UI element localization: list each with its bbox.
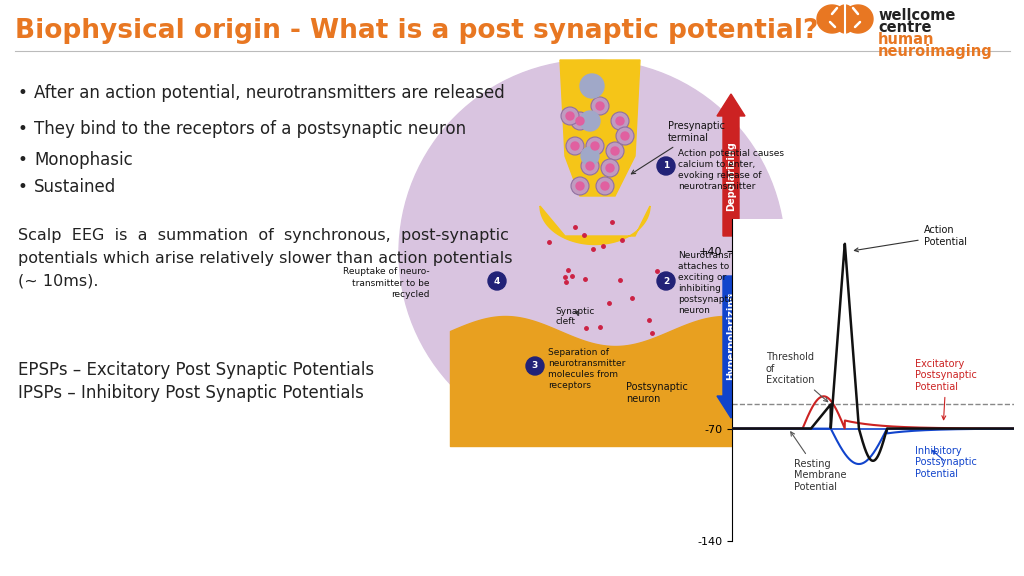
Circle shape bbox=[611, 147, 618, 155]
Text: Separation of
neurotransmitter
molecules from
receptors: Separation of neurotransmitter molecules… bbox=[548, 348, 626, 390]
Circle shape bbox=[399, 60, 785, 446]
Text: human: human bbox=[878, 32, 935, 47]
Text: Synaptic
cleft: Synaptic cleft bbox=[555, 306, 594, 326]
Circle shape bbox=[586, 137, 604, 155]
Circle shape bbox=[581, 157, 599, 175]
Circle shape bbox=[571, 112, 589, 130]
Text: •: • bbox=[18, 151, 28, 169]
Circle shape bbox=[596, 177, 614, 195]
Circle shape bbox=[488, 272, 506, 290]
Circle shape bbox=[566, 112, 574, 120]
Text: neuroimaging: neuroimaging bbox=[878, 44, 992, 59]
Text: centre: centre bbox=[878, 20, 932, 35]
Text: 3: 3 bbox=[531, 362, 539, 370]
Circle shape bbox=[601, 182, 609, 190]
Polygon shape bbox=[540, 206, 650, 244]
Text: •: • bbox=[18, 120, 28, 138]
Text: They bind to the receptors of a postsynaptic neuron: They bind to the receptors of a postsyna… bbox=[34, 120, 466, 138]
Polygon shape bbox=[817, 5, 847, 33]
Text: wellcome: wellcome bbox=[878, 8, 955, 23]
Text: Action potential causes
calcium to enter,
evoking release of
neurotransmitter: Action potential causes calcium to enter… bbox=[678, 149, 784, 191]
Circle shape bbox=[606, 142, 624, 160]
Text: Neurotransmitter
attaches to receptor,
exciting or
inhibiting
postsynaptic
neuro: Neurotransmitter attaches to receptor, e… bbox=[678, 251, 773, 315]
Circle shape bbox=[581, 147, 599, 165]
Circle shape bbox=[601, 159, 618, 177]
Text: 1: 1 bbox=[663, 161, 669, 170]
Text: Threshold
of
Excitation: Threshold of Excitation bbox=[766, 352, 827, 401]
Circle shape bbox=[575, 182, 584, 190]
Text: Biophysical origin - What is a post synaptic potential?: Biophysical origin - What is a post syna… bbox=[15, 18, 818, 44]
Circle shape bbox=[580, 74, 604, 98]
Text: 4: 4 bbox=[494, 276, 500, 286]
Circle shape bbox=[591, 97, 609, 115]
Circle shape bbox=[657, 157, 675, 175]
Text: Scalp  EEG  is  a  summation  of  synchronous,  post-synaptic
potentials which a: Scalp EEG is a summation of synchronous,… bbox=[18, 228, 512, 289]
Text: •: • bbox=[18, 178, 28, 196]
Text: Reuptake of neuro-
transmitter to be
recycled: Reuptake of neuro- transmitter to be rec… bbox=[343, 267, 430, 298]
Text: Monophasic: Monophasic bbox=[34, 151, 133, 169]
Text: Postsynaptic
neuron: Postsynaptic neuron bbox=[626, 382, 688, 404]
Text: IPSPs – Inhibitory Post Synaptic Potentials: IPSPs – Inhibitory Post Synaptic Potenti… bbox=[18, 384, 364, 402]
Circle shape bbox=[621, 132, 629, 140]
Polygon shape bbox=[835, 5, 855, 33]
Circle shape bbox=[580, 111, 600, 131]
Circle shape bbox=[566, 137, 584, 155]
Polygon shape bbox=[560, 60, 640, 196]
Circle shape bbox=[616, 127, 634, 145]
Circle shape bbox=[586, 162, 594, 170]
Circle shape bbox=[571, 177, 589, 195]
Circle shape bbox=[571, 142, 579, 150]
Circle shape bbox=[561, 107, 579, 125]
FancyArrow shape bbox=[717, 94, 745, 236]
Circle shape bbox=[606, 164, 614, 172]
Polygon shape bbox=[843, 5, 873, 33]
FancyArrow shape bbox=[717, 276, 745, 418]
Text: Sustained: Sustained bbox=[34, 178, 117, 196]
Text: EPSPs – Excitatory Post Synaptic Potentials: EPSPs – Excitatory Post Synaptic Potenti… bbox=[18, 361, 374, 379]
Circle shape bbox=[591, 142, 599, 150]
Text: Inhibitory
Postsynaptic
Potential: Inhibitory Postsynaptic Potential bbox=[915, 446, 977, 479]
Text: Excitatory
Postsynaptic
Potential: Excitatory Postsynaptic Potential bbox=[915, 359, 977, 420]
Circle shape bbox=[611, 112, 629, 130]
Circle shape bbox=[575, 117, 584, 125]
Text: Resting
Membrane
Potential: Resting Membrane Potential bbox=[791, 432, 847, 492]
Circle shape bbox=[657, 272, 675, 290]
Text: 2: 2 bbox=[663, 276, 669, 286]
Text: Depolarizing: Depolarizing bbox=[726, 141, 736, 211]
Circle shape bbox=[526, 357, 544, 375]
Circle shape bbox=[596, 102, 604, 110]
Text: Hyperpolarizing: Hyperpolarizing bbox=[726, 292, 736, 380]
Text: Presynaptic
terminal: Presynaptic terminal bbox=[632, 122, 725, 174]
Text: After an action potential, neurotransmitters are released: After an action potential, neurotransmit… bbox=[34, 84, 505, 102]
Text: •: • bbox=[18, 84, 28, 102]
Circle shape bbox=[616, 117, 624, 125]
Text: Action
Potential: Action Potential bbox=[854, 225, 967, 252]
